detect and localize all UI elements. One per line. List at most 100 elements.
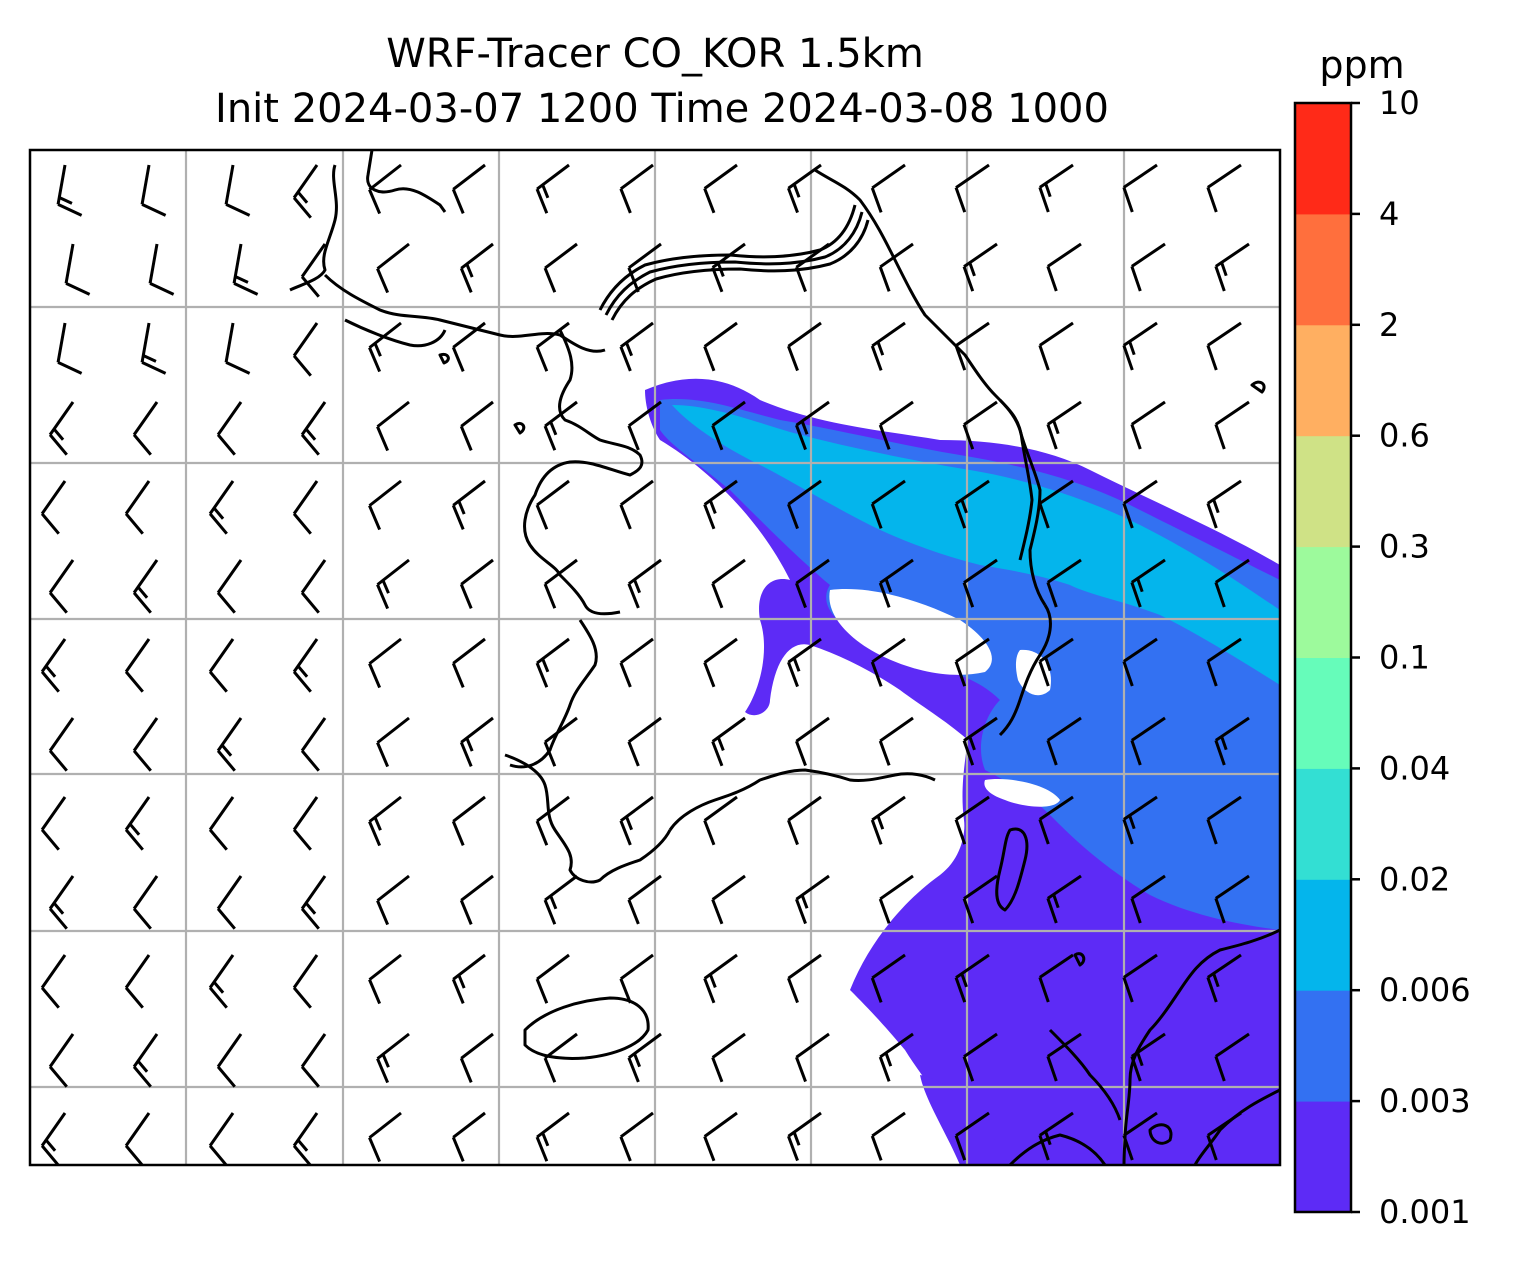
wind-barb-shaft bbox=[703, 321, 738, 348]
wind-barb-half-flag bbox=[792, 1131, 801, 1146]
wind-barb-flag bbox=[208, 828, 228, 851]
wind-barb-flag bbox=[216, 591, 236, 614]
wind-barb-flag bbox=[1038, 660, 1050, 687]
wind-barb-flag bbox=[376, 584, 390, 610]
wind-barbs bbox=[40, 163, 1250, 1165]
wind-barb-shaft bbox=[711, 400, 746, 427]
wind-barb-shaft bbox=[1206, 1111, 1242, 1137]
wind-barb-flag bbox=[711, 424, 724, 451]
wind-barb-shaft bbox=[376, 716, 410, 744]
wind-barb-flag bbox=[1206, 660, 1218, 687]
wind-barb-flag bbox=[216, 1065, 236, 1088]
wind-barb-flag bbox=[1130, 423, 1142, 450]
wind-barb-shaft bbox=[460, 400, 494, 428]
wind-barb-half-flag bbox=[52, 428, 65, 441]
wind-barb-half-flag bbox=[220, 744, 233, 757]
wind-barb-half-flag bbox=[960, 973, 968, 988]
wind-barb-shaft bbox=[544, 242, 578, 270]
wind-barb-half-flag bbox=[142, 354, 157, 363]
wind-barb-flag bbox=[870, 661, 883, 687]
wind-barb-shaft bbox=[871, 953, 906, 980]
wind-barb-flag bbox=[376, 426, 390, 452]
wind-barb-half-flag bbox=[381, 579, 390, 594]
wind-barb-half-flag bbox=[876, 815, 885, 830]
wind-barb-flag bbox=[451, 188, 465, 214]
wind-barb-flag bbox=[1206, 186, 1218, 213]
wind-barb-half-flag bbox=[708, 499, 717, 515]
wind-barb-flag bbox=[1206, 502, 1218, 529]
wind-barb-shaft bbox=[1130, 874, 1166, 900]
wind-barb-flag bbox=[619, 1136, 632, 1162]
wind-barb-flag bbox=[711, 1056, 724, 1083]
wind-barb-shaft bbox=[1206, 321, 1242, 347]
wind-barb-flag bbox=[870, 503, 883, 529]
wind-barb-shaft bbox=[1046, 242, 1082, 268]
wind-barb-shaft bbox=[536, 321, 570, 349]
wind-barb-flag bbox=[795, 740, 807, 767]
wind-barb-flag bbox=[451, 1136, 465, 1162]
wind-barb-shaft bbox=[619, 163, 654, 190]
wind-barb-shaft bbox=[1206, 163, 1242, 189]
wind-barb-shaft bbox=[292, 954, 319, 989]
wind-barb-flag bbox=[1214, 423, 1226, 450]
wind-barb-shaft bbox=[1038, 479, 1074, 505]
wind-barb-half-flag bbox=[457, 974, 466, 989]
wind-barb-flag bbox=[451, 820, 465, 846]
wind-barb-half-flag bbox=[1044, 182, 1052, 198]
wind-barb-shaft bbox=[452, 163, 486, 191]
wind-barb-flag bbox=[1130, 265, 1142, 292]
wind-barb-half-flag bbox=[800, 894, 809, 909]
wind-barb-half-flag bbox=[296, 665, 309, 678]
wind-barb-half-flag bbox=[457, 500, 466, 515]
wind-barb-flag bbox=[878, 424, 891, 450]
colorbar-tick-label: 0.1 bbox=[1379, 639, 1430, 677]
wind-barb-flag bbox=[1122, 976, 1134, 1003]
wind-barb-shaft bbox=[208, 796, 235, 831]
wind-barb-flag bbox=[216, 433, 236, 456]
wind-barb-shaft bbox=[368, 637, 402, 665]
wind-barb-shaft bbox=[124, 480, 151, 515]
wind-barb-flag bbox=[124, 670, 144, 693]
wind-barb-half-flag bbox=[465, 737, 474, 752]
wind-barb-flag bbox=[543, 425, 557, 451]
wind-barb-shaft bbox=[795, 558, 830, 585]
wind-barb-flag bbox=[543, 267, 557, 293]
wind-barb-shaft bbox=[1130, 716, 1166, 742]
plume-outer-south bbox=[920, 1075, 1010, 1165]
wind-barb-flag bbox=[376, 900, 390, 926]
wind-barb-half-flag bbox=[800, 420, 809, 435]
wind-barb-half-flag bbox=[549, 895, 558, 910]
wind-barb-flag bbox=[711, 740, 724, 767]
colorbar-tick-label: 2 bbox=[1379, 306, 1399, 344]
wind-barb-shaft bbox=[216, 875, 243, 910]
wind-barb-flag bbox=[1122, 818, 1134, 845]
colorbar-segment bbox=[1295, 1101, 1351, 1213]
wind-barb-shaft bbox=[292, 480, 319, 515]
graticule bbox=[30, 150, 1280, 1165]
wind-barb-flag bbox=[703, 977, 716, 1004]
wind-barb-half-flag bbox=[44, 1139, 57, 1152]
wind-barb-flag bbox=[627, 741, 640, 767]
wind-barb-shaft bbox=[216, 559, 243, 594]
wind-barb-shaft bbox=[376, 400, 410, 428]
wind-barb-flag bbox=[627, 899, 640, 925]
wind-barb-flag bbox=[40, 828, 60, 851]
wind-barb-flag bbox=[954, 503, 967, 529]
colorbar-segment bbox=[1295, 546, 1351, 658]
wind-barb-shaft bbox=[544, 1032, 578, 1060]
wind-barb-flag bbox=[619, 188, 632, 214]
wind-barb-flag bbox=[543, 1057, 557, 1083]
wind-barb-flag bbox=[459, 425, 473, 451]
wind-barb-flag bbox=[300, 591, 320, 614]
wind-barb-half-flag bbox=[1136, 577, 1144, 593]
wind-barb-shaft bbox=[963, 558, 998, 584]
map-panel[interactable] bbox=[30, 150, 1280, 1166]
wind-barb-flag bbox=[1122, 344, 1134, 371]
wind-barb-flag bbox=[132, 907, 152, 930]
colorbar-unit-label: ppm bbox=[1319, 43, 1404, 87]
wind-barb-flag bbox=[962, 582, 975, 608]
wind-barb-shaft bbox=[536, 795, 570, 823]
colorbar-tick-label: 10 bbox=[1379, 84, 1420, 122]
colorbar-tick-label: 0.006 bbox=[1379, 971, 1471, 1009]
wind-barb-flag bbox=[1206, 818, 1218, 845]
